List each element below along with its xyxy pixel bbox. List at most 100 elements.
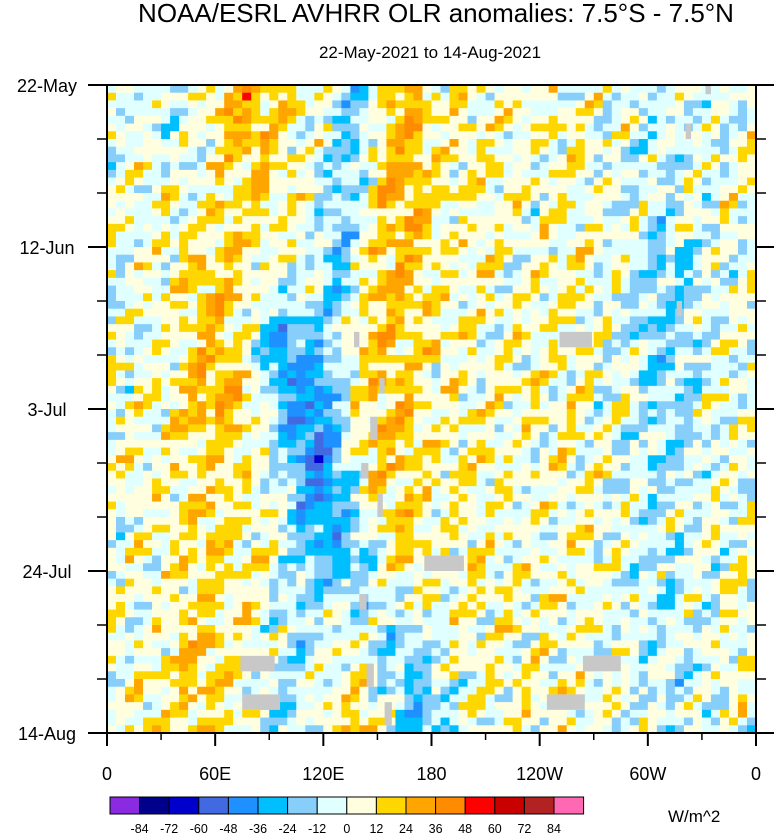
- field-cell: [332, 331, 342, 340]
- field-cell: [134, 100, 144, 109]
- field-cell: [638, 154, 649, 163]
- field-cell: [179, 355, 189, 364]
- field-cell: [710, 162, 721, 171]
- field-cell: [224, 123, 234, 132]
- field-cell: [656, 586, 667, 595]
- field-cell: [557, 609, 568, 618]
- field-cell: [404, 131, 414, 140]
- field-cell: [512, 231, 523, 240]
- field-cell: [170, 301, 180, 310]
- field-cell: [197, 154, 207, 163]
- field-cell: [125, 169, 135, 178]
- field-cell: [188, 293, 198, 302]
- field-cell: [449, 432, 459, 441]
- field-cell: [134, 216, 144, 225]
- field-cell: [701, 517, 712, 526]
- field-cell: [566, 578, 577, 587]
- field-cell: [674, 331, 685, 340]
- field-cell: [368, 239, 378, 248]
- field-cell: [494, 185, 505, 194]
- field-cell: [413, 85, 423, 94]
- field-cell: [746, 463, 757, 472]
- field-cell: [719, 115, 730, 124]
- field-cell: [206, 378, 216, 387]
- field-cell: [143, 85, 153, 94]
- field-cell: [386, 493, 396, 502]
- field-cell: [539, 293, 550, 302]
- field-cell: [296, 355, 306, 364]
- field-cell: [719, 177, 730, 186]
- field-cell: [242, 208, 252, 217]
- field-cell: [476, 463, 486, 472]
- field-cell: [107, 463, 117, 472]
- field-cell: [251, 293, 261, 302]
- field-cell: [116, 223, 126, 232]
- field-cell: [575, 370, 586, 379]
- field-cell: [404, 254, 414, 263]
- field-cell: [503, 486, 514, 495]
- field-cell: [701, 493, 712, 502]
- field-cell: [512, 115, 523, 124]
- field-cell: [107, 92, 117, 101]
- field-cell: [395, 540, 405, 549]
- field-cell: [701, 547, 712, 556]
- field-cell: [431, 85, 441, 94]
- field-cell: [683, 547, 694, 556]
- field-cell: [728, 563, 739, 572]
- field-cell: [674, 169, 685, 178]
- field-cell: [332, 123, 342, 132]
- field-cell: [287, 355, 297, 364]
- field-cell: [728, 339, 739, 348]
- field-cell: [620, 355, 631, 364]
- field-cell: [728, 586, 739, 595]
- field-cell: [179, 470, 189, 479]
- field-cell: [467, 92, 477, 101]
- field-cell: [593, 378, 604, 387]
- field-cell: [179, 455, 189, 464]
- field-cell: [647, 547, 658, 556]
- field-cell: [278, 355, 288, 364]
- field-cell: [341, 401, 351, 410]
- field-cell: [404, 439, 414, 448]
- field-cell: [494, 517, 505, 526]
- field-cell: [638, 563, 649, 572]
- field-cell: [143, 100, 153, 109]
- field-cell: [611, 563, 622, 572]
- field-cell: [161, 532, 171, 541]
- field-cell: [332, 478, 342, 487]
- field-cell: [350, 478, 360, 487]
- field-cell: [710, 262, 721, 271]
- field-cell: [422, 401, 432, 410]
- field-cell: [134, 85, 144, 94]
- field-cell: [593, 146, 604, 155]
- field-cell: [125, 347, 135, 356]
- field-cell: [611, 594, 622, 603]
- field-cell: [467, 216, 477, 225]
- field-cell: [737, 571, 748, 580]
- field-cell: [152, 316, 162, 325]
- field-cell: [746, 563, 757, 572]
- field-cell: [620, 193, 631, 202]
- field-cell: [404, 339, 414, 348]
- field-cell: [719, 285, 730, 294]
- field-cell: [386, 385, 396, 394]
- field-cell: [152, 339, 162, 348]
- field-cell: [647, 139, 658, 148]
- field-cell: [503, 85, 514, 94]
- field-cell: [251, 146, 261, 155]
- field-cell: [260, 193, 270, 202]
- field-cell: [242, 493, 252, 502]
- field-cell: [314, 254, 324, 263]
- field-cell: [134, 409, 144, 418]
- field-cell: [521, 247, 532, 256]
- field-cell: [287, 493, 297, 502]
- field-cell: [557, 439, 568, 448]
- field-cell: [341, 393, 351, 402]
- field-cell: [179, 115, 189, 124]
- field-cell: [602, 139, 613, 148]
- field-cell: [350, 162, 360, 171]
- field-cell: [368, 200, 378, 209]
- field-cell: [215, 432, 225, 441]
- field-cell: [413, 301, 423, 310]
- field-cell: [530, 146, 541, 155]
